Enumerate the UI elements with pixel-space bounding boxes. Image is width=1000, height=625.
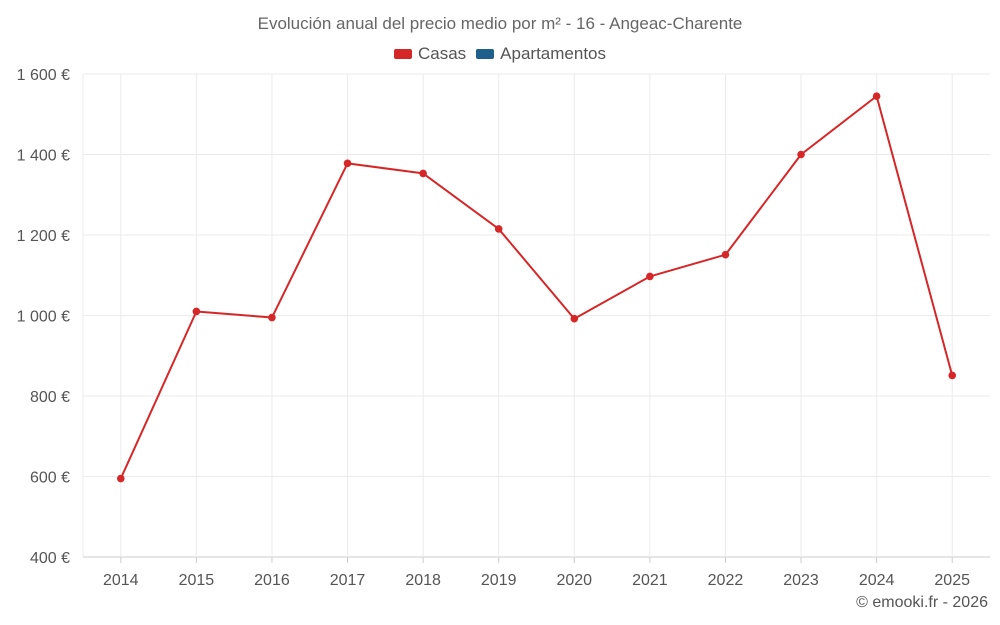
y-tick-label: 1 000 € xyxy=(17,309,70,326)
data-point xyxy=(419,169,427,178)
x-tick-label: 2020 xyxy=(556,572,592,589)
legend: Casas Apartamentos xyxy=(0,44,1000,64)
x-tick-label: 2023 xyxy=(783,572,819,589)
series-line-casas xyxy=(119,95,954,479)
y-tick-label: 600 € xyxy=(30,470,70,487)
legend-item-casas[interactable]: Casas xyxy=(393,44,467,64)
copyright-text: © emooki.fr - 2026 xyxy=(856,594,988,611)
x-tick-label: 2014 xyxy=(103,572,139,589)
data-point xyxy=(797,150,805,159)
data-point xyxy=(116,474,125,483)
data-point xyxy=(268,313,276,322)
y-tick-label: 1 400 € xyxy=(17,148,70,165)
y-tick-label: 1 200 € xyxy=(17,228,70,245)
data-point xyxy=(494,225,503,233)
x-tick-label: 2015 xyxy=(179,572,215,589)
data-point xyxy=(192,307,201,316)
x-tick-label: 2021 xyxy=(632,572,668,589)
x-tick-label: 2022 xyxy=(708,572,744,589)
legend-item-apartamentos[interactable]: Apartamentos xyxy=(476,44,606,64)
y-tick-label: 800 € xyxy=(30,389,70,406)
chart-title: Evolución anual del precio medio por m² … xyxy=(257,14,743,33)
legend-swatch-apartamentos xyxy=(476,49,495,59)
legend-label-casas: Casas xyxy=(417,44,467,63)
x-tick-label: 2019 xyxy=(481,572,517,589)
y-tick-label: 400 € xyxy=(30,550,70,567)
x-tick-label: 2018 xyxy=(405,572,441,589)
data-point xyxy=(948,371,957,380)
data-point xyxy=(646,272,654,281)
y-tick-label: 1 600 € xyxy=(17,67,70,84)
x-tick-label: 2025 xyxy=(934,572,970,589)
data-point xyxy=(721,250,730,259)
x-tick-label: 2024 xyxy=(859,572,895,589)
data-point xyxy=(570,314,579,323)
x-tick-label: 2016 xyxy=(254,572,290,589)
x-tick-label: 2017 xyxy=(330,572,366,589)
legend-swatch-casas xyxy=(393,49,412,59)
legend-label-apartamentos: Apartamentos xyxy=(500,44,607,63)
data-point xyxy=(872,92,881,100)
data-point xyxy=(343,159,352,168)
